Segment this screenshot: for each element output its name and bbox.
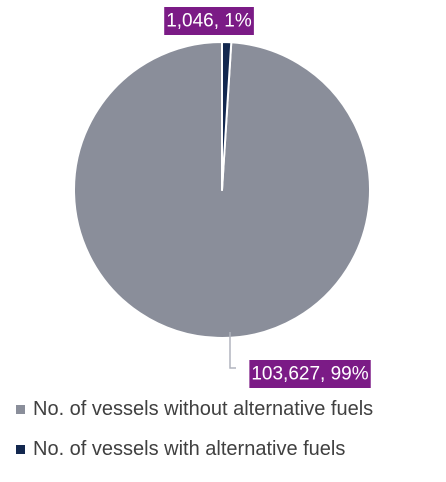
pie-slice-2 (221, 41, 233, 191)
data-label-alt-fuels-text: 1,046, 1% (166, 11, 252, 32)
data-label-no-alt-fuels: 103,627, 99% (249, 360, 371, 388)
pie-data-labels: 1,046, 1% 103,627, 99% (164, 7, 371, 388)
data-label-no-alt-fuels-box (249, 360, 371, 388)
data-label-no-alt-fuels-text: 103,627, 99% (251, 364, 368, 385)
pie-chart: 1,046, 1% 103,627, 99% (73, 7, 371, 388)
legend-label: No. of vessels with alternative fuels (33, 437, 346, 460)
legend-swatch (16, 404, 25, 414)
data-label-alt-fuels-box (164, 7, 254, 35)
leader-line (229, 332, 236, 369)
legend-label: No. of vessels without alternative fuels (33, 397, 374, 420)
legend-item-2: No. of vessels with alternative fuels (16, 438, 373, 460)
data-label-alt-fuels: 1,046, 1% (164, 7, 254, 35)
chart-legend: No. of vessels without alternative fuels… (16, 398, 373, 478)
legend-swatch (16, 444, 25, 454)
legend-item-1: No. of vessels without alternative fuels (16, 398, 373, 420)
pie-slices (73, 41, 371, 339)
